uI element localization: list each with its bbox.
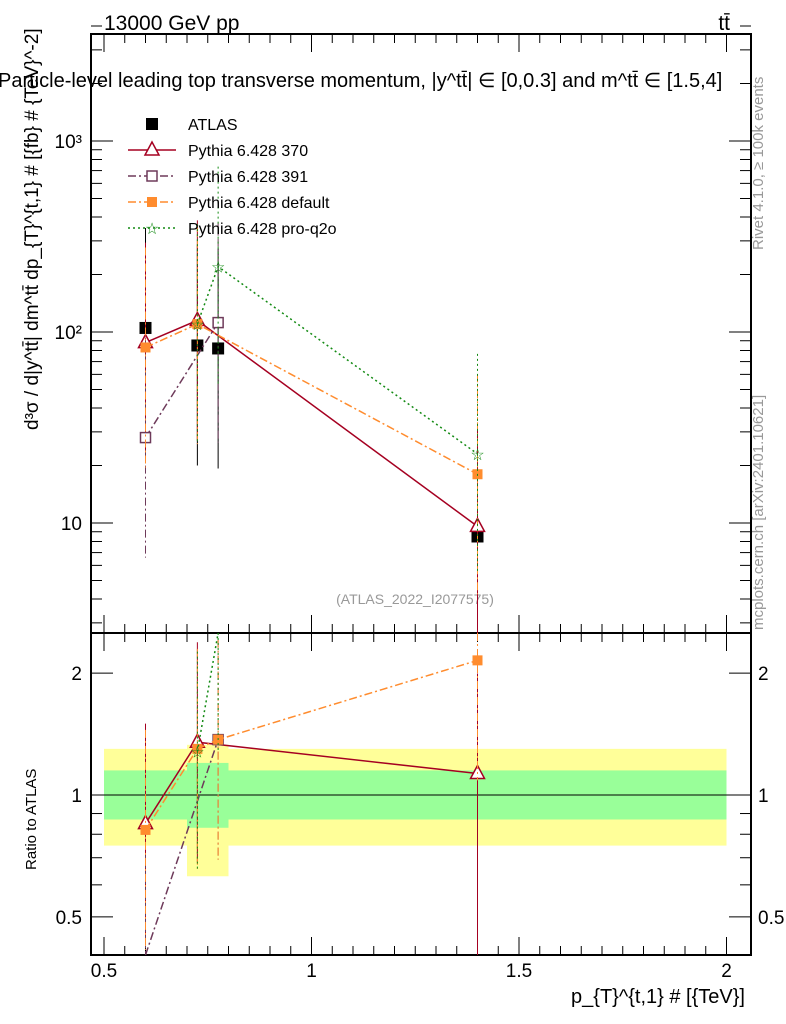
- header-left: 13000 GeV pp: [104, 12, 239, 35]
- legend-label: Pythia 6.428 pro-q2o: [188, 221, 337, 238]
- x-tick-label: 0.5: [91, 961, 117, 982]
- x-tick-label: 1: [306, 961, 317, 982]
- legend-label: ATLAS: [188, 117, 238, 134]
- ratio-y-tick-label: 1: [758, 786, 769, 807]
- legend-marker: [143, 140, 161, 156]
- ratio-y-tick-label: 0.5: [56, 908, 82, 929]
- y-axis-label: d³σ / d|y^tt̄| dm^tt̄ dp_{T}^{t,1} # [{f…: [22, 28, 43, 430]
- mcplots-label: mcplots.cern.ch [arXiv:2401.10621]: [750, 395, 767, 630]
- ratio-frame: [90, 632, 752, 956]
- y-tick-label: 10: [61, 514, 82, 535]
- main-line-4: [196, 265, 478, 455]
- chart-title: Particle-level leading top transverse mo…: [0, 70, 722, 92]
- ratio-point: [472, 655, 483, 666]
- ratio-line-2: [144, 739, 219, 956]
- main-line-2: [144, 322, 219, 438]
- header-right: tt̄: [718, 12, 730, 35]
- ratio-point: ☆: [190, 745, 204, 762]
- main-point: ☆: [211, 260, 225, 277]
- legend-label: Pythia 6.428 default: [188, 195, 330, 212]
- ratio-line-4: [196, 632, 219, 752]
- ratio-y-tick-label: 2: [758, 664, 769, 685]
- main-point: ☆: [470, 447, 484, 464]
- ratio-y-tick-label: 2: [71, 664, 82, 685]
- main-point: [140, 342, 151, 353]
- x-tick-label: 2: [721, 961, 732, 982]
- legend-marker: [146, 118, 158, 130]
- ratio-y-tick-label: 1: [71, 786, 82, 807]
- rivet-label: Rivet 4.1.0, ≥ 100k events: [750, 77, 767, 250]
- legend-marker: [146, 170, 158, 182]
- x-axis-label: p_{T}^{t,1} # [{TeV}]: [571, 986, 745, 1008]
- legend-label: Pythia 6.428 370: [188, 143, 308, 160]
- ratio-point: [192, 743, 203, 754]
- ratio-point: [140, 824, 151, 835]
- legend-label: Pythia 6.428 391: [188, 169, 308, 186]
- x-tick-label: 1.5: [506, 961, 532, 982]
- ratio-y-axis-label: Ratio to ATLAS: [23, 769, 40, 870]
- legend-marker: [147, 197, 157, 207]
- legend-marker: ☆: [145, 221, 159, 238]
- y-tick-label: 10²: [55, 323, 82, 344]
- ratio-line-3: [144, 659, 478, 831]
- y-tick-label: 10³: [55, 132, 82, 153]
- watermark: (ATLAS_2022_I2077575): [336, 591, 494, 607]
- ratio-y-tick-label: 0.5: [758, 908, 784, 929]
- main-line-3: [145, 323, 478, 475]
- main-point: ☆: [190, 317, 204, 334]
